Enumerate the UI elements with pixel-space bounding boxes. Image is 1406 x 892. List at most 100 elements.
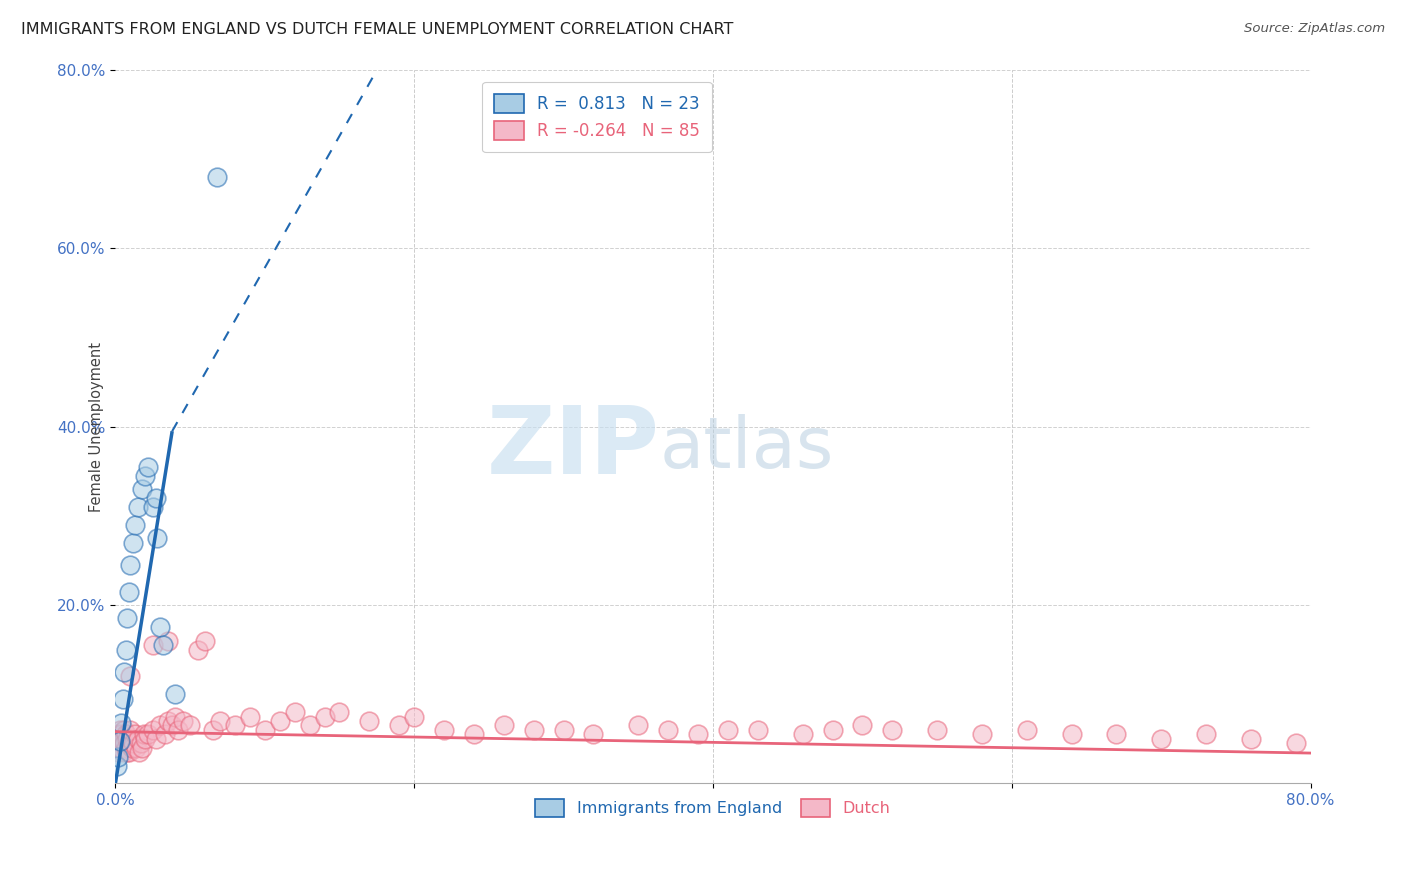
Point — [152, 638, 174, 652]
Point — [142, 638, 165, 652]
Point — [1240, 731, 1263, 746]
Text: Source: ZipAtlas.com: Source: ZipAtlas.com — [1244, 22, 1385, 36]
Point — [925, 723, 948, 737]
Point — [1329, 736, 1351, 750]
Point — [112, 736, 135, 750]
Point — [145, 491, 167, 505]
Point — [224, 718, 246, 732]
Point — [298, 718, 321, 732]
Point — [124, 727, 146, 741]
Point — [108, 736, 131, 750]
Point — [882, 723, 904, 737]
Point — [107, 749, 129, 764]
Point — [179, 718, 201, 732]
Point — [115, 740, 138, 755]
Point — [124, 517, 146, 532]
Point — [1360, 745, 1382, 759]
Point — [127, 500, 149, 514]
Point — [121, 740, 143, 755]
Point — [239, 709, 262, 723]
Point — [314, 709, 336, 723]
Point — [128, 745, 150, 759]
Point — [107, 731, 129, 746]
Point — [146, 531, 169, 545]
Point — [156, 714, 179, 728]
Point — [120, 723, 142, 737]
Point — [1060, 727, 1083, 741]
Point — [208, 714, 231, 728]
Text: atlas: atlas — [659, 414, 834, 483]
Point — [117, 731, 139, 746]
Point — [582, 727, 605, 741]
Point — [125, 740, 148, 755]
Point — [112, 665, 135, 679]
Point — [120, 731, 142, 746]
Point — [105, 758, 128, 772]
Point — [821, 723, 844, 737]
Point — [172, 714, 194, 728]
Point — [970, 727, 993, 741]
Point — [105, 727, 128, 741]
Point — [686, 727, 709, 741]
Point — [792, 727, 814, 741]
Point — [120, 558, 142, 572]
Point — [253, 723, 276, 737]
Point — [117, 745, 139, 759]
Point — [112, 723, 135, 737]
Point — [194, 633, 217, 648]
Point — [388, 718, 411, 732]
Point — [134, 468, 156, 483]
Point — [156, 633, 179, 648]
Legend: Immigrants from England, Dutch: Immigrants from England, Dutch — [527, 791, 898, 825]
Point — [553, 723, 575, 737]
Point — [492, 718, 515, 732]
Point — [657, 723, 679, 737]
Point — [118, 584, 141, 599]
Point — [131, 740, 153, 755]
Point — [160, 718, 183, 732]
Point — [111, 745, 134, 759]
Point — [627, 718, 650, 732]
Point — [167, 723, 190, 737]
Point — [1015, 723, 1038, 737]
Point — [187, 642, 209, 657]
Point — [145, 731, 167, 746]
Point — [142, 723, 165, 737]
Point — [115, 642, 138, 657]
Point — [118, 745, 141, 759]
Point — [105, 740, 128, 755]
Point — [132, 727, 155, 741]
Point — [201, 723, 224, 737]
Point — [110, 715, 132, 730]
Point — [122, 535, 145, 549]
Point — [117, 611, 139, 625]
Point — [269, 714, 291, 728]
Point — [115, 727, 138, 741]
Point — [108, 723, 131, 737]
Point — [149, 620, 172, 634]
Point — [1285, 736, 1308, 750]
Point — [328, 705, 350, 719]
Point — [1105, 727, 1128, 741]
Text: IMMIGRANTS FROM ENGLAND VS DUTCH FEMALE UNEMPLOYMENT CORRELATION CHART: IMMIGRANTS FROM ENGLAND VS DUTCH FEMALE … — [21, 22, 734, 37]
Point — [523, 723, 546, 737]
Point — [134, 731, 156, 746]
Point — [110, 740, 132, 755]
Point — [110, 727, 132, 741]
Y-axis label: Female Unemployment: Female Unemployment — [90, 342, 104, 512]
Point — [136, 727, 159, 741]
Point — [122, 736, 145, 750]
Point — [433, 723, 456, 737]
Point — [1195, 727, 1218, 741]
Point — [205, 169, 228, 184]
Point — [118, 736, 141, 750]
Point — [153, 727, 176, 741]
Point — [747, 723, 769, 737]
Point — [717, 723, 740, 737]
Point — [142, 500, 165, 514]
Point — [120, 669, 142, 683]
Point — [359, 714, 381, 728]
Point — [463, 727, 485, 741]
Text: ZIP: ZIP — [486, 402, 659, 494]
Point — [107, 745, 129, 759]
